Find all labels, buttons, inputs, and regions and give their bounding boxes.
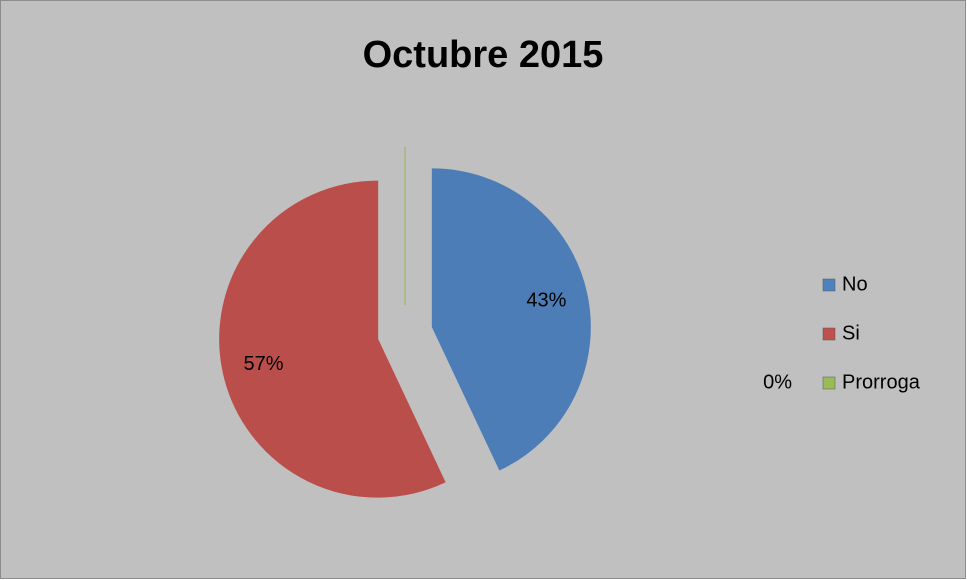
- data-label: 43%: [526, 290, 566, 312]
- legend-swatch: [822, 278, 836, 292]
- pie-slice: [219, 180, 446, 498]
- pie-slice: [431, 168, 591, 471]
- legend-label: Si: [842, 322, 860, 344]
- data-label: 0%: [763, 371, 792, 393]
- legend-swatch: [822, 376, 836, 390]
- legend-label: Prorroga: [842, 371, 921, 393]
- legend-swatch: [822, 327, 836, 341]
- legend-label: No: [842, 273, 868, 295]
- data-label: 57%: [244, 353, 284, 375]
- chart-title: Octubre 2015: [363, 34, 604, 76]
